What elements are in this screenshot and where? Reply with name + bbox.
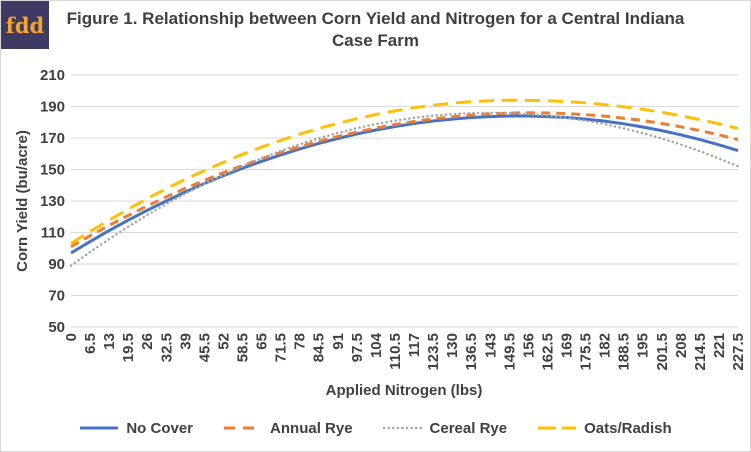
legend-item-cereal-rye: Cereal Rye (382, 419, 508, 437)
series-line-oats-radish (70, 98, 739, 245)
fdd-logo: fdd (1, 1, 49, 49)
x-tick-label: 19.5 (120, 333, 137, 362)
y-axis-title: Corn Yield (bu/acre) (14, 130, 31, 272)
legend-line-icon-cereal-rye (382, 426, 423, 430)
x-tick-label: 195 (635, 333, 652, 358)
chart-title: Figure 1. Relationship between Corn Yiel… (66, 9, 685, 51)
legend-label: Oats/Radish (584, 419, 672, 437)
x-tick-label: 110.5 (387, 333, 404, 370)
x-tick-label: 214.5 (692, 333, 709, 371)
y-tick-label: 50 (48, 319, 65, 336)
x-tick-label: 97.5 (349, 333, 366, 362)
x-tick-label: 78 (292, 333, 309, 350)
y-tick-label: 90 (48, 256, 65, 273)
x-tick-label: 130 (444, 333, 461, 358)
x-axis-title: Applied Nitrogen (lbs) (326, 382, 483, 399)
x-tick-label: 143 (482, 333, 499, 358)
y-tick-label: 190 (40, 99, 65, 116)
x-tick-label: 26 (139, 333, 156, 350)
series-lines-group (69, 98, 740, 267)
y-tick-label: 110 (41, 225, 65, 242)
legend-line-icon-oats-radish (538, 426, 577, 430)
x-tick-label: 45.5 (196, 333, 213, 362)
legend-item-annual-rye: Annual Rye (223, 420, 353, 437)
y-tick-label: 210 (40, 67, 65, 84)
x-tick-label: 162.5 (539, 333, 556, 371)
y-axis-ticks-group: 210 190 170 150 130 110 90 70 50 (40, 67, 65, 336)
x-tick-label: 136.5 (463, 333, 480, 371)
x-tick-label: 117 (406, 333, 423, 357)
x-tick-label: 149.5 (501, 333, 518, 371)
y-tick-label: 170 (40, 130, 65, 147)
x-tick-label: 182 (597, 333, 614, 358)
x-tick-label: 169 (558, 333, 575, 358)
x-tick-label: 221 (711, 333, 728, 358)
y-tick-label: 150 (40, 162, 65, 179)
x-tick-label: 201.5 (654, 333, 671, 371)
y-tick-label: 70 (48, 288, 65, 305)
x-tick-label: 58.5 (235, 333, 252, 362)
x-tick-label: 227.5 (730, 333, 747, 371)
legend-line-icon-annual-rye (224, 426, 263, 430)
series-line-cereal-rye (69, 111, 740, 267)
x-tick-label: 104 (368, 332, 385, 358)
x-tick-label: 123.5 (425, 333, 442, 371)
legend-label: Annual Rye (270, 419, 353, 437)
x-tick-label: 6.5 (82, 333, 99, 354)
x-tick-label: 0 (63, 333, 80, 341)
x-tick-label: 156 (520, 333, 537, 358)
x-tick-label: 52 (215, 333, 232, 350)
x-tick-label: 65 (254, 333, 271, 350)
x-tick-label: 13 (101, 333, 118, 350)
legend-item-no-cover: No Cover (79, 420, 193, 437)
x-tick-label: 39 (177, 333, 194, 350)
legend-label: Cereal Rye (429, 419, 508, 437)
x-tick-label: 175.5 (578, 333, 595, 371)
legend-item-oats-radish: Oats/Radish (537, 420, 672, 437)
legend-label: No Cover (126, 419, 194, 437)
chart-legend: No Cover Annual Rye Cereal Rye Oats/Radish (1, 412, 750, 444)
x-tick-label: 208 (673, 333, 690, 358)
x-tick-label: 91 (330, 333, 347, 350)
x-tick-label: 84.5 (311, 333, 328, 362)
x-tick-label: 32.5 (158, 333, 175, 362)
x-tick-label: 71.5 (273, 333, 290, 362)
x-axis-ticks-group: 0 6.5 13 19.5 26 32.5 39 45.5 52 58.5 65 71.5 78 84.5… (63, 332, 747, 370)
series-line-no-cover (70, 114, 739, 255)
y-tick-label: 130 (40, 193, 65, 210)
series-line-annual-rye (70, 111, 739, 249)
x-tick-label: 188.5 (616, 333, 633, 371)
legend-line-icon-no-cover (80, 426, 119, 430)
